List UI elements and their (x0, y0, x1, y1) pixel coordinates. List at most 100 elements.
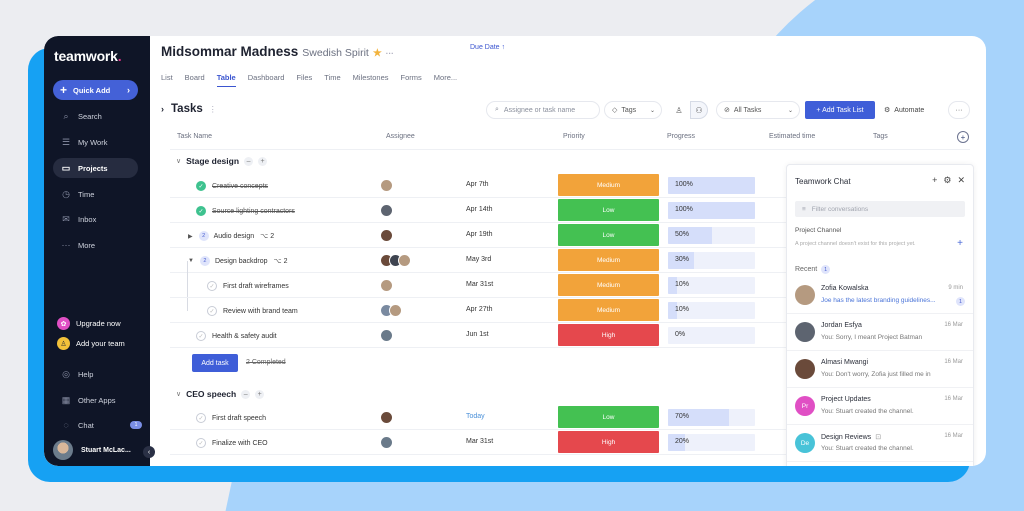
conversation-item[interactable]: Jordan Esfya 16 Mar You: Sorry, I meant … (787, 314, 973, 351)
table-row[interactable]: ✓ Creative concepts Apr 7th Medium 100% (170, 173, 810, 198)
progress-bar[interactable]: 70% (668, 409, 755, 426)
add-channel-icon[interactable]: + (957, 238, 963, 249)
chevron-down-icon[interactable]: ∨ (176, 391, 182, 398)
checkbox-checked-icon[interactable]: ✓ (196, 206, 206, 216)
priority-badge[interactable]: Medium (558, 174, 659, 196)
priority-badge[interactable]: Medium (558, 299, 659, 321)
priority-badge[interactable]: High (558, 324, 659, 346)
automate-button[interactable]: ⚙ Automate (884, 106, 925, 115)
progress-bar[interactable]: 0% (668, 327, 755, 344)
priority-badge[interactable]: Medium (558, 249, 659, 271)
tab-time[interactable]: Time (324, 73, 341, 82)
col-tags[interactable]: Tags (873, 133, 888, 140)
tab-list[interactable]: List (161, 73, 173, 82)
filter-conversations-input[interactable]: ≡ Filter conversations (795, 201, 965, 217)
progress-bar[interactable]: 30% (668, 252, 755, 269)
team-view-button[interactable]: ⚇ (690, 101, 708, 119)
table-row[interactable]: ✓ Health & safety audit Jun 1st High 0% (170, 323, 810, 348)
col-estimated-time[interactable]: Estimated time (769, 133, 816, 140)
tab-dashboard[interactable]: Dashboard (247, 73, 285, 82)
progress-bar[interactable]: 10% (668, 277, 755, 294)
conversation-item[interactable]: Zofia Kowalska 9 min Joe has the latest … (787, 277, 973, 314)
table-row[interactable]: ✓ First draft speech Today Low 70% (170, 405, 810, 430)
priority-badge[interactable]: Medium (558, 274, 659, 296)
tab-more[interactable]: More... (433, 73, 458, 82)
tab-files[interactable]: Files (296, 73, 313, 82)
chevron-right-icon[interactable]: › (161, 104, 164, 114)
company-name[interactable]: Swedish Spirit (302, 47, 369, 59)
gear-icon[interactable]: ⚙ (943, 175, 952, 185)
table-row[interactable]: ▼ 2 Design backdrop ⌥ 2 May 3rd Medium 30% (170, 248, 810, 273)
more-options-icon[interactable]: ··· (385, 49, 394, 58)
collapse-group-icon[interactable]: – (241, 389, 251, 399)
sidebar-item-search[interactable]: ⌕ Search (53, 106, 138, 126)
sidebar-item-time[interactable]: ◷ Time (53, 184, 138, 204)
group-header[interactable]: ∨ Stage design – + (176, 156, 268, 166)
completed-tasks-link[interactable]: 2 Completed (246, 359, 286, 366)
add-task-list-button[interactable]: + Add Task List (805, 101, 875, 119)
priority-badge[interactable]: High (558, 431, 659, 453)
checkbox-checked-icon[interactable]: ✓ (196, 181, 206, 191)
close-icon[interactable]: ✕ (957, 175, 965, 185)
sidebar-item-other-apps[interactable]: ▦ Other Apps (61, 394, 116, 405)
add-icon[interactable]: + (258, 156, 268, 166)
sidebar-item-chat[interactable]: ◌ Chat 1 (53, 415, 142, 435)
progress-bar[interactable]: 100% (668, 177, 755, 194)
collapse-icon[interactable]: ▼ (188, 258, 194, 264)
col-progress[interactable]: Progress (667, 133, 696, 140)
table-row[interactable]: ✓ Finalize with CEO Mar 31st High 20% (170, 430, 810, 455)
add-task-button[interactable]: Add task (192, 354, 238, 372)
sidebar-item-my-work[interactable]: ☰ My Work (61, 136, 108, 147)
priority-badge[interactable]: Low (558, 199, 659, 221)
conversation-item[interactable]: Pr Project Updates 16 Mar You: Stuart cr… (787, 388, 973, 425)
col-assignee[interactable]: Assignee (386, 133, 415, 140)
search-input[interactable]: ⌕ Assignee or task name (486, 101, 600, 119)
add-team-button[interactable]: ♙ Add your team (57, 337, 125, 350)
assignee-view-button[interactable]: ♙ (670, 101, 688, 119)
table-row[interactable]: ▶ 2 Audio design ⌥ 2 Apr 19th Low 50% (170, 223, 810, 248)
chevron-down-icon[interactable]: ∨ (176, 158, 182, 165)
priority-badge[interactable]: Low (558, 224, 659, 246)
star-icon[interactable]: ★ (372, 48, 382, 59)
progress-bar[interactable]: 50% (668, 227, 755, 244)
expand-icon[interactable]: ▶ (188, 233, 193, 240)
quick-add-button[interactable]: + Quick Add › (53, 80, 138, 100)
conversation-item[interactable]: Almasi Mwangi 16 Mar You: Don't worry, Z… (787, 351, 973, 388)
table-row[interactable]: ✓ Review with brand team Apr 27th Medium … (170, 298, 810, 323)
priority-badge[interactable]: Low (558, 406, 659, 428)
tab-table[interactable]: Table (216, 73, 236, 87)
tab-forms[interactable]: Forms (400, 73, 422, 82)
group-header[interactable]: ∨ CEO speech – + (176, 389, 265, 399)
checkbox-icon[interactable]: ✓ (196, 438, 206, 448)
checkbox-icon[interactable]: ✓ (207, 306, 217, 316)
progress-bar[interactable]: 100% (668, 202, 755, 219)
sidebar-item-help[interactable]: ◎ Help (53, 364, 138, 384)
col-task-name[interactable]: Task Name (177, 133, 213, 140)
collapse-group-icon[interactable]: – (244, 156, 254, 166)
col-priority[interactable]: Priority (563, 133, 585, 140)
add-column-button[interactable]: + (957, 131, 969, 143)
table-row[interactable]: ✓ Source lighting contractors Apr 14th Lo… (170, 198, 810, 223)
table-row[interactable]: ✓ First draft wireframes Mar 31st Medium … (170, 273, 810, 298)
add-icon[interactable]: + (932, 175, 938, 185)
checkbox-icon[interactable]: ✓ (196, 331, 206, 341)
progress-bar[interactable]: 20% (668, 434, 755, 451)
checkbox-icon[interactable]: ✓ (207, 281, 217, 291)
progress-bar[interactable]: 10% (668, 302, 755, 319)
col-due-date[interactable]: Due Date ↑ (470, 44, 506, 51)
kebab-icon[interactable]: ⋮ (208, 104, 217, 114)
user-profile[interactable]: Stuart McLac... (53, 440, 131, 460)
task-filter-select[interactable]: ⊘ All Tasks ⌄ (716, 101, 800, 119)
sidebar-item-inbox[interactable]: ✉ Inbox (53, 209, 138, 229)
tab-milestones[interactable]: Milestones (352, 73, 389, 82)
sidebar-item-more[interactable]: ··· More (61, 240, 96, 250)
checkbox-icon[interactable]: ✓ (196, 413, 206, 423)
more-button[interactable]: ··· (948, 101, 970, 119)
tab-board[interactable]: Board (184, 73, 205, 82)
conversation-item[interactable]: De Design Reviews ⊡ 16 Mar You: Stuart cr… (787, 425, 973, 462)
tags-filter[interactable]: ◇ Tags ⌄ (604, 101, 662, 119)
sidebar-item-projects[interactable]: ▭ Projects (53, 158, 138, 178)
logo[interactable]: teamwork. (54, 48, 122, 64)
collapse-sidebar-button[interactable]: ‹ (143, 446, 155, 458)
upgrade-now-button[interactable]: ✿ Upgrade now (57, 317, 121, 330)
